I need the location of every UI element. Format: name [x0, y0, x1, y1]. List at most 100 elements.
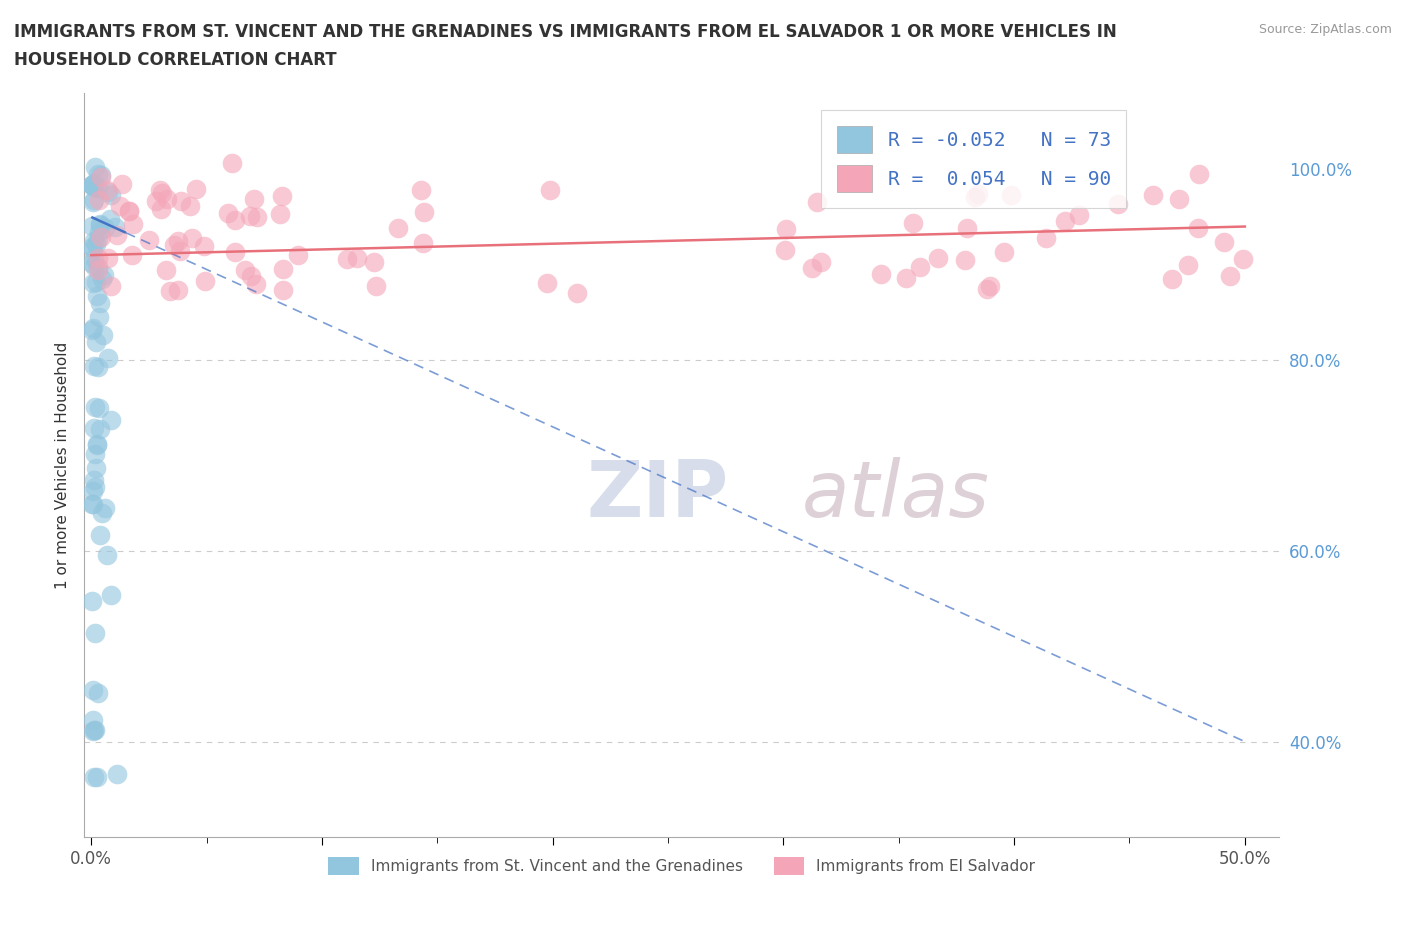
Point [89, 295, 111, 310]
Point [271, 261, 294, 276]
Point [155, 262, 177, 277]
Point [86, 288, 108, 303]
Point [82, 484, 104, 498]
Point [83, 723, 105, 737]
Point [87, 360, 110, 375]
Y-axis label: 1 or more Vehicles in Household: 1 or more Vehicles in Household [55, 341, 70, 589]
Point [409, 182, 432, 197]
Point [80, 177, 103, 192]
Point [86, 438, 108, 453]
Point [83, 179, 105, 194]
Point [1187, 221, 1209, 236]
Point [243, 192, 266, 206]
Point [97, 251, 120, 266]
Point [1161, 272, 1184, 286]
Point [91, 506, 114, 521]
Point [91, 327, 114, 342]
Point [1000, 188, 1022, 203]
Point [233, 263, 256, 278]
Point [82, 322, 104, 337]
Point [82, 683, 104, 698]
Point [138, 233, 160, 248]
Point [100, 412, 122, 427]
Point [1177, 258, 1199, 272]
Point [89, 310, 111, 325]
Point [84, 480, 107, 495]
Point [90, 167, 112, 182]
Point [1107, 196, 1129, 211]
Point [166, 282, 188, 297]
Point [87, 262, 110, 277]
Point [193, 239, 215, 254]
Point [83, 770, 105, 785]
Point [953, 253, 976, 268]
Point [82, 321, 104, 336]
Point [82, 712, 104, 727]
Point [80, 497, 103, 512]
Point [967, 186, 990, 201]
Point [104, 219, 127, 234]
Point [894, 271, 917, 286]
Point [159, 284, 181, 299]
Point [239, 268, 262, 283]
Point [100, 187, 122, 202]
Point [869, 266, 891, 281]
Point [84, 400, 107, 415]
Point [80, 219, 103, 233]
Point [87, 225, 110, 240]
Point [87, 180, 110, 195]
Point [145, 193, 167, 208]
Point [956, 220, 979, 235]
Point [117, 204, 139, 219]
Point [1054, 214, 1077, 229]
Point [108, 198, 131, 213]
Point [1232, 252, 1254, 267]
Point [90, 229, 112, 244]
Point [98, 211, 121, 226]
Point [366, 278, 388, 293]
Point [105, 766, 128, 781]
Point [150, 186, 173, 201]
Point [83, 472, 105, 487]
Point [217, 206, 239, 220]
Point [273, 283, 295, 298]
Point [927, 250, 949, 265]
Point [97, 351, 120, 365]
Point [89, 401, 111, 416]
Point [1168, 192, 1191, 206]
Point [1219, 269, 1241, 284]
Point [84, 461, 107, 476]
Point [94, 500, 117, 515]
Point [90, 169, 112, 184]
Point [87, 166, 110, 181]
Point [993, 245, 1015, 259]
Point [87, 232, 110, 247]
Point [1035, 231, 1057, 246]
Point [83, 420, 105, 435]
Point [184, 181, 207, 196]
Point [150, 202, 173, 217]
Point [97, 184, 120, 199]
Point [412, 235, 434, 250]
Point [287, 247, 309, 262]
Point [810, 255, 832, 270]
Point [96, 182, 118, 197]
Point [800, 260, 823, 275]
Point [82, 194, 104, 209]
Point [775, 221, 797, 236]
Point [239, 208, 262, 223]
Point [567, 286, 589, 300]
Point [806, 195, 828, 210]
Point [965, 190, 987, 205]
Point [86, 769, 108, 784]
Point [413, 205, 436, 219]
Point [87, 259, 110, 274]
Point [346, 251, 368, 266]
Text: IMMIGRANTS FROM ST. VINCENT AND THE GRENADINES VS IMMIGRANTS FROM EL SALVADOR 1 : IMMIGRANTS FROM ST. VINCENT AND THE GREN… [14, 23, 1116, 41]
Point [90, 272, 112, 286]
Point [96, 547, 118, 562]
Point [221, 155, 243, 170]
Point [1067, 207, 1090, 222]
Point [84, 274, 107, 289]
Point [224, 245, 246, 259]
